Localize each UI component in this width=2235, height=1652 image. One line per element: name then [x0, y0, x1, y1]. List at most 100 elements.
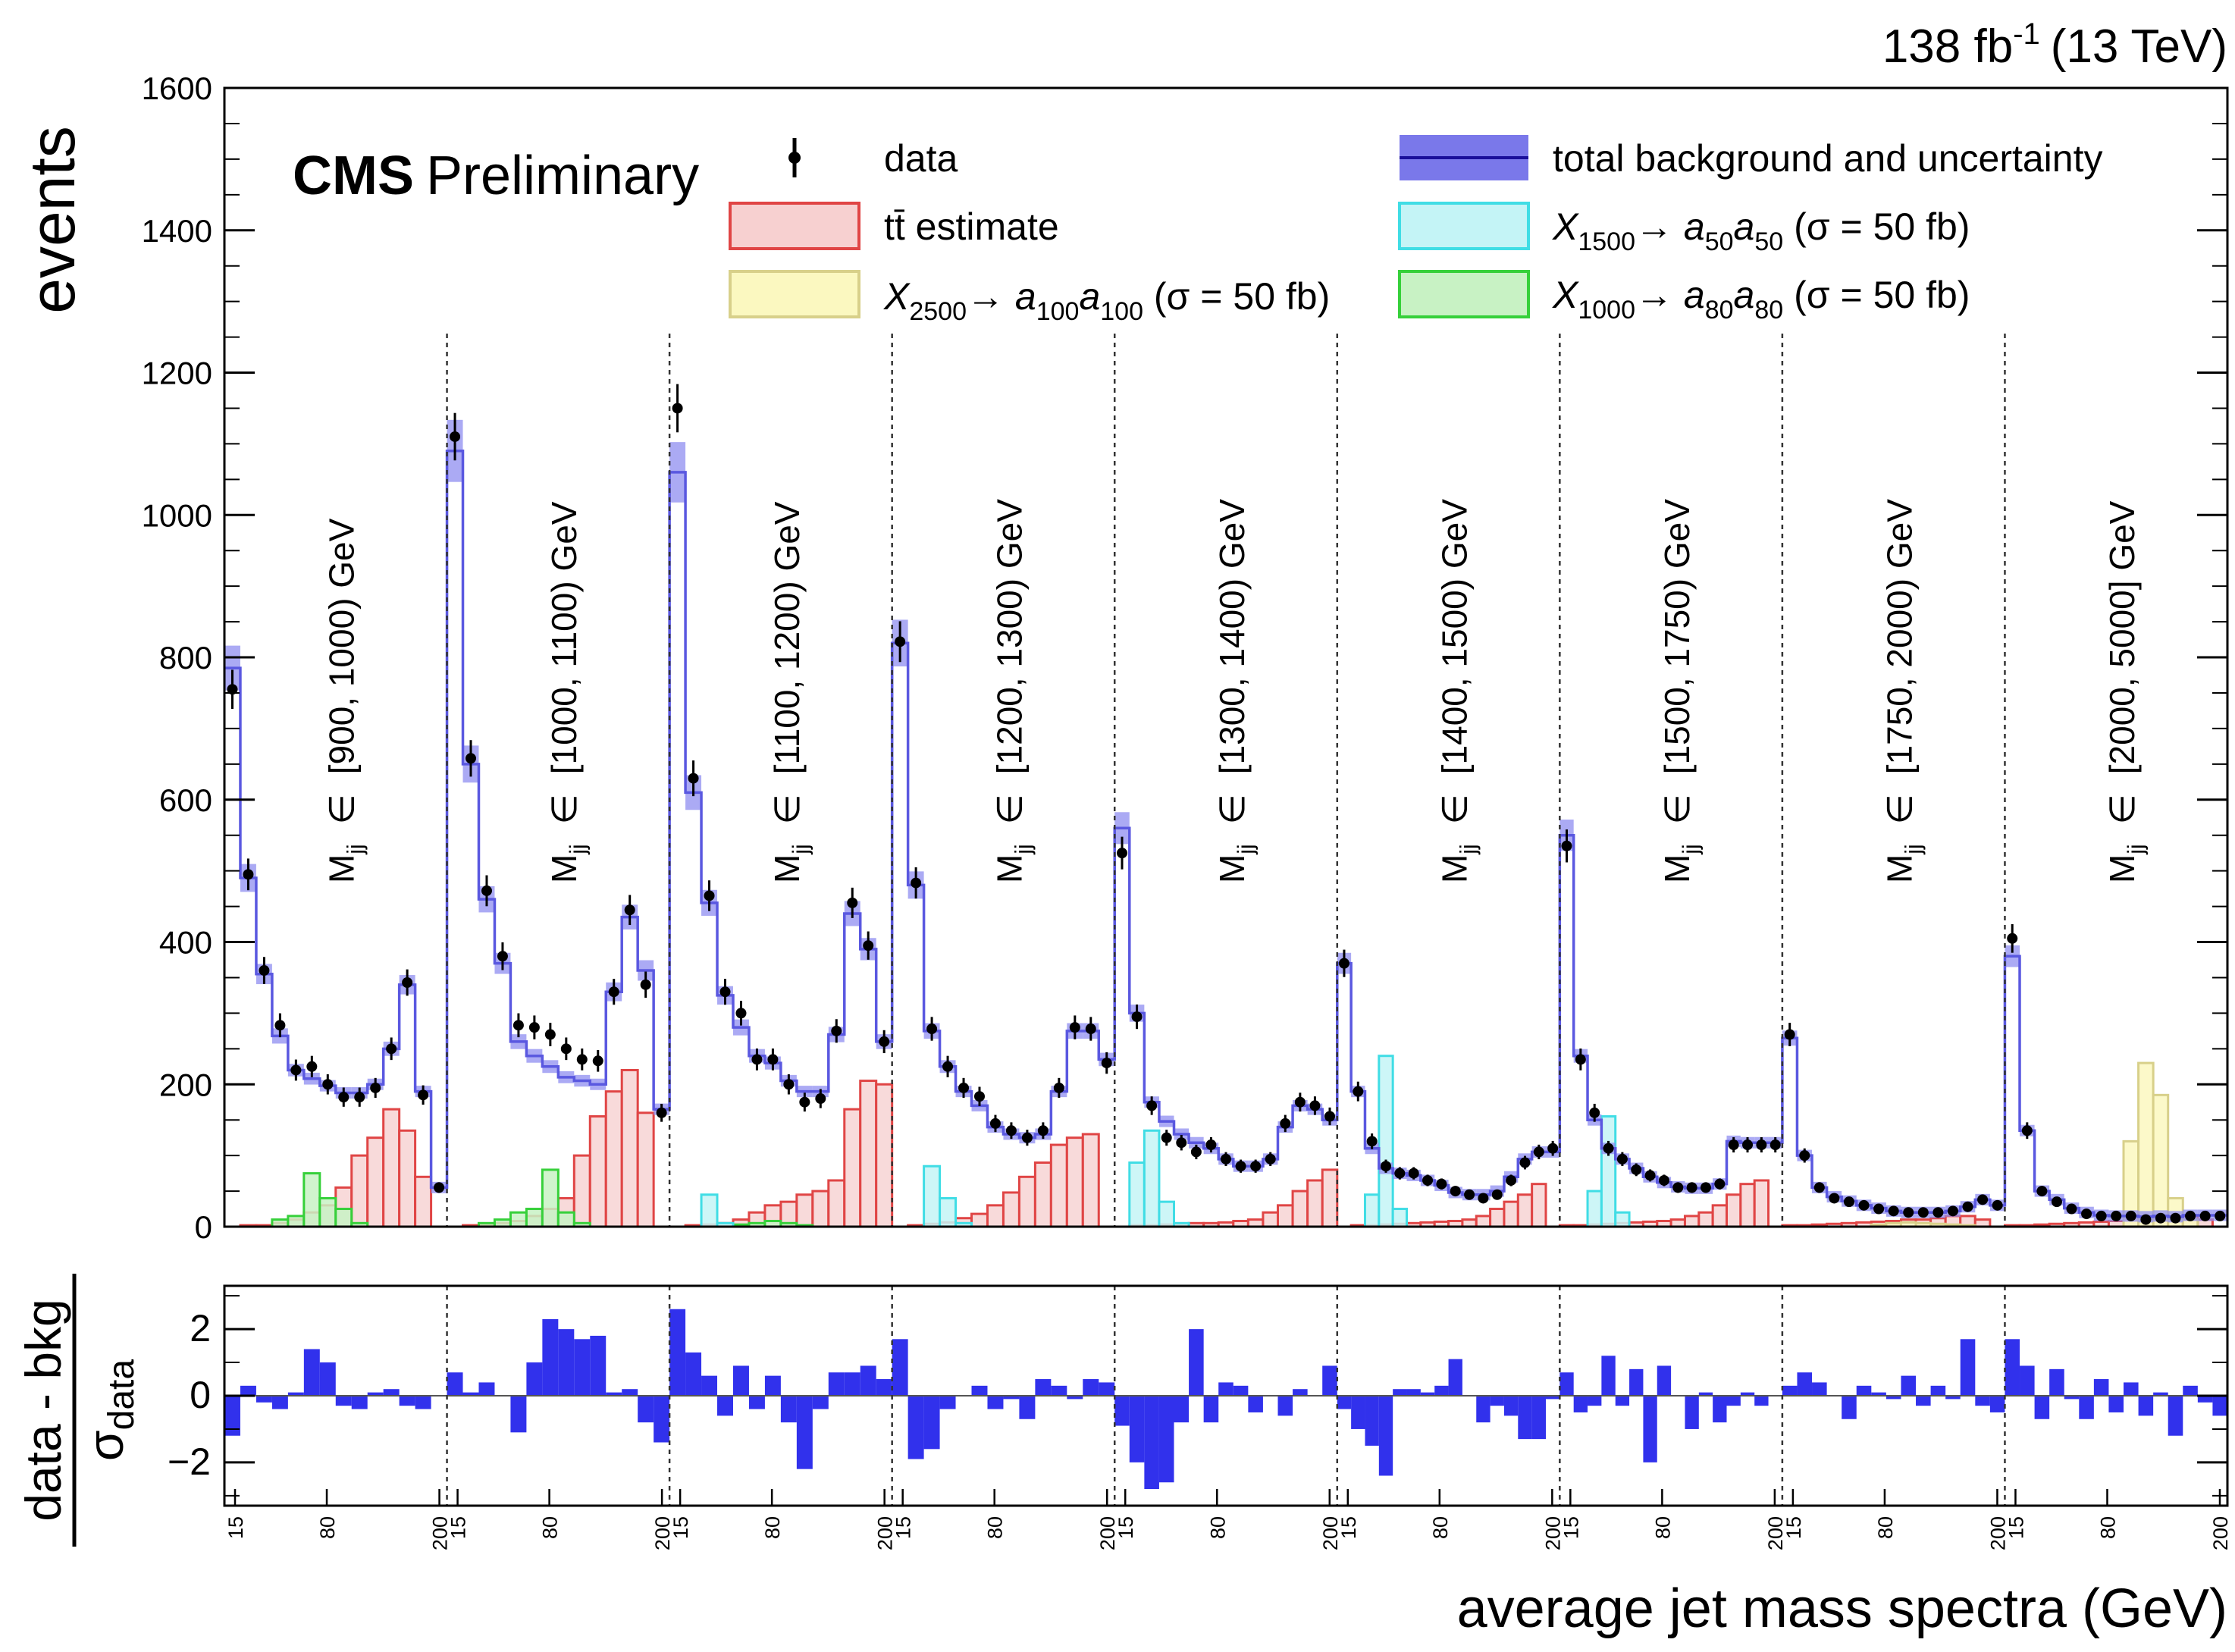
x-sub-tick-label: 80: [316, 1516, 339, 1539]
pull-bar: [892, 1339, 908, 1396]
pull-bar: [2124, 1382, 2139, 1396]
data-point: [1380, 1161, 1391, 1172]
mjj-label: Mjj∈[1000, 1100) GeV: [544, 501, 591, 883]
tt-bar: [1321, 1168, 1339, 1228]
data-point: [1280, 1118, 1291, 1129]
pull-bar: [2212, 1396, 2227, 1416]
data-point: [2185, 1210, 2196, 1221]
x1500-bar: [1158, 1200, 1176, 1228]
data-point: [1858, 1199, 1870, 1211]
pull-bar: [1754, 1396, 1769, 1406]
tt-bar: [795, 1193, 814, 1228]
data-point: [560, 1043, 572, 1055]
data-point: [1436, 1178, 1447, 1190]
data-point: [306, 1061, 318, 1072]
data-point: [1631, 1164, 1642, 1175]
svg-text:total background and uncertain: total background and uncertainty: [1553, 137, 2103, 180]
data-point: [1658, 1174, 1669, 1186]
x-sub-tick-label: 200: [1319, 1516, 1342, 1550]
pull-bar: [1885, 1396, 1901, 1400]
pull-bar: [1698, 1392, 1713, 1396]
svg-text:X1500→ a50a50 (σ = 50 fb): X1500→ a50a50 (σ = 50 fb): [1552, 205, 1970, 256]
tt-bar: [1291, 1190, 1309, 1228]
x1500-bar: [939, 1196, 958, 1228]
pull-bar: [1406, 1389, 1421, 1396]
pull-bar: [2183, 1385, 2198, 1396]
pull-bar: [987, 1396, 1004, 1409]
pull-bar: [732, 1365, 749, 1396]
data-point: [1829, 1193, 1840, 1204]
pull-bar: [1975, 1396, 1990, 1406]
tt-bar: [1516, 1193, 1534, 1228]
data-point: [624, 904, 635, 916]
ratio-ylabel: data - bkg σdata: [15, 1274, 142, 1547]
data-point: [1813, 1182, 1825, 1193]
mjj-label: Mjj∈[1750, 2000) GeV: [1880, 499, 1926, 883]
pull-bar: [2064, 1396, 2080, 1400]
pull-bar: [1615, 1396, 1630, 1406]
tt-bar: [1711, 1204, 1729, 1228]
pull-bar: [2108, 1396, 2124, 1412]
x1500-bar: [1378, 1055, 1394, 1228]
pull-bar: [1365, 1396, 1379, 1446]
pull-bar: [1713, 1396, 1727, 1423]
data-point: [418, 1089, 429, 1101]
data-point: [1221, 1153, 1231, 1165]
x-sub-tick-label: 80: [2096, 1516, 2119, 1539]
tt-bar: [1753, 1179, 1770, 1228]
pull-bar: [526, 1362, 543, 1396]
legend: data tt̄ estimate X2500→ a100a100 (σ = 5…: [729, 135, 2103, 326]
x-sub-tick-label: 15: [669, 1516, 692, 1539]
pull-bar: [638, 1396, 654, 1423]
pull-bar: [574, 1339, 591, 1396]
tt-bar: [366, 1136, 385, 1228]
mjj-label: Mjj∈[1200, 1300) GeV: [989, 499, 1036, 883]
x-axis-label: average jet mass spectra (GeV): [1457, 1578, 2227, 1639]
tt-bar: [398, 1129, 417, 1228]
data-point: [402, 977, 413, 989]
data-point: [1085, 1023, 1096, 1035]
pull-bar: [1856, 1385, 1872, 1396]
data-point: [1519, 1157, 1531, 1168]
data-point: [640, 979, 651, 990]
data-points: [227, 384, 2226, 1225]
pull-bar: [1233, 1385, 1249, 1396]
tt-bar: [1697, 1211, 1714, 1228]
data-point: [2051, 1196, 2062, 1208]
pull-bar: [1960, 1339, 1976, 1396]
x-sub-tick-label: 200: [1764, 1516, 1787, 1550]
x-sub-tick-label: 200: [651, 1516, 674, 1550]
pull-bar: [1129, 1396, 1145, 1462]
y-tick-label: 200: [159, 1067, 212, 1102]
x-sub-tick-label: 15: [447, 1516, 470, 1539]
x-sub-tick-label: 80: [1206, 1516, 1229, 1539]
data-point: [1235, 1161, 1246, 1172]
pull-bar: [1448, 1359, 1462, 1396]
data-point: [1742, 1139, 1754, 1151]
top-ylabel: events: [17, 126, 88, 314]
pull-bar: [1989, 1396, 2005, 1412]
pull-bar: [1218, 1382, 1233, 1396]
pull-bar: [1393, 1389, 1407, 1396]
x-sub-tick-label: 200: [429, 1516, 452, 1550]
tt-bar: [1017, 1175, 1036, 1228]
x-sub-tick-label: 15: [892, 1516, 915, 1539]
data-point: [2125, 1210, 2136, 1221]
pull-bar: [1189, 1329, 1204, 1396]
pull-bar: [876, 1379, 892, 1396]
pull-bar: [319, 1362, 336, 1396]
data-point: [895, 636, 906, 647]
ratio-tick-label: −2: [168, 1440, 211, 1483]
data-point: [2215, 1210, 2226, 1221]
data-point: [1117, 848, 1128, 859]
pull-bar: [1573, 1396, 1588, 1412]
data-point: [989, 1118, 1001, 1129]
data-point: [1021, 1132, 1033, 1143]
data-point: [608, 986, 619, 998]
data-point: [863, 940, 874, 951]
pull-bar: [478, 1382, 495, 1396]
data-point: [688, 773, 699, 784]
pull-bar: [1629, 1368, 1644, 1396]
legend-tt: tt̄ estimate: [729, 202, 1059, 250]
data-point: [799, 1096, 810, 1108]
